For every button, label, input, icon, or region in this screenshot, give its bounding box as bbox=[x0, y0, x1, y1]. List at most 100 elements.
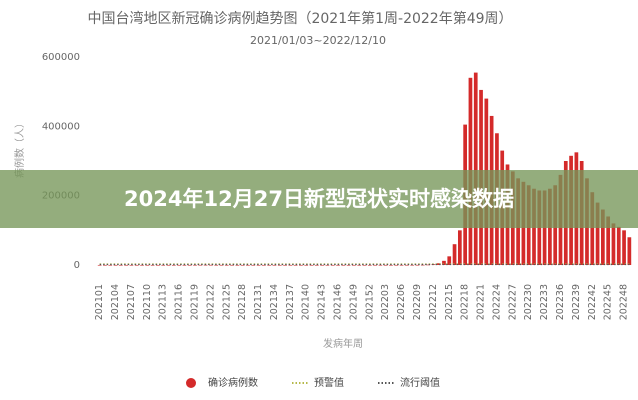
x-tick-label: 202221 bbox=[476, 284, 487, 320]
bar bbox=[357, 264, 362, 266]
y-axis-label: 病例数（人） bbox=[13, 118, 26, 178]
x-tick-label: 202203 bbox=[380, 284, 391, 320]
x-tick-label: 202140 bbox=[301, 284, 312, 320]
x-tick-label: 202137 bbox=[285, 284, 296, 320]
bar bbox=[150, 264, 155, 266]
bar bbox=[314, 264, 319, 266]
bar bbox=[161, 264, 166, 266]
bar bbox=[611, 223, 616, 265]
x-tick-label: 202113 bbox=[158, 284, 169, 320]
bar bbox=[410, 264, 415, 266]
x-tick-label: 202104 bbox=[110, 284, 121, 320]
y-tick-label: 600000 bbox=[42, 52, 80, 63]
bar bbox=[97, 264, 102, 266]
bar bbox=[230, 264, 234, 266]
bar bbox=[198, 264, 203, 266]
x-tick-label: 202218 bbox=[460, 284, 471, 320]
legend-label: 确诊病例数 bbox=[208, 376, 258, 389]
x-tick-label: 202236 bbox=[555, 284, 566, 320]
bar bbox=[383, 264, 388, 266]
x-tick-label: 202119 bbox=[189, 284, 200, 320]
bar bbox=[129, 264, 134, 266]
bar bbox=[394, 264, 399, 266]
bar bbox=[420, 264, 425, 266]
bar bbox=[330, 264, 335, 266]
bar bbox=[447, 256, 452, 265]
x-tick-label: 202110 bbox=[142, 284, 153, 320]
overlay-title: 2024年12月27日新型冠状实时感染数据 bbox=[124, 187, 514, 211]
bar bbox=[113, 264, 118, 266]
bar bbox=[166, 264, 171, 266]
bar bbox=[436, 263, 441, 265]
y-tick-label: 0 bbox=[74, 260, 80, 271]
bar bbox=[193, 264, 197, 266]
bar bbox=[235, 264, 240, 266]
bar bbox=[362, 264, 367, 266]
x-tick-label: 202209 bbox=[412, 284, 423, 320]
legend-label: 预警值 bbox=[314, 376, 344, 389]
bar bbox=[108, 264, 113, 266]
bar bbox=[272, 264, 277, 266]
x-tick-label: 202248 bbox=[619, 284, 630, 320]
x-tick-label: 202242 bbox=[587, 284, 598, 320]
bar bbox=[267, 264, 272, 266]
bar bbox=[177, 264, 181, 266]
x-tick-label: 202125 bbox=[221, 284, 232, 320]
x-tick-label: 202128 bbox=[237, 284, 248, 320]
x-tick-label: 202134 bbox=[269, 284, 280, 320]
bar bbox=[627, 237, 632, 265]
bar bbox=[171, 264, 176, 266]
chart-subtitle: 2021/01/03~2022/12/10 bbox=[250, 34, 386, 47]
x-tick-label: 202101 bbox=[94, 284, 105, 320]
bar bbox=[209, 264, 213, 266]
bar bbox=[256, 264, 261, 266]
bar bbox=[590, 192, 595, 265]
x-tick-label: 202116 bbox=[174, 284, 185, 320]
bar bbox=[299, 264, 303, 266]
bar bbox=[367, 264, 372, 266]
bar bbox=[262, 264, 266, 266]
bar bbox=[595, 202, 600, 265]
bar bbox=[277, 264, 282, 266]
bar bbox=[616, 226, 621, 265]
bar bbox=[182, 264, 187, 266]
bar bbox=[473, 72, 478, 265]
x-tick-label: 202206 bbox=[396, 284, 407, 320]
bar bbox=[389, 264, 393, 266]
bar bbox=[415, 264, 420, 266]
bar bbox=[251, 264, 256, 266]
x-tick-label: 202107 bbox=[126, 284, 137, 320]
x-tick-label: 202239 bbox=[571, 284, 582, 320]
x-tick-label: 202233 bbox=[539, 284, 550, 320]
bar bbox=[606, 216, 611, 265]
x-tick-label: 202245 bbox=[603, 284, 614, 320]
bar bbox=[124, 264, 128, 266]
bar bbox=[145, 264, 150, 266]
bar bbox=[373, 264, 377, 266]
bar bbox=[452, 244, 457, 265]
bar bbox=[293, 264, 298, 266]
x-tick-label: 202131 bbox=[253, 284, 264, 320]
bar bbox=[203, 264, 208, 266]
bar bbox=[325, 264, 330, 266]
bar bbox=[103, 264, 107, 266]
bar bbox=[240, 264, 245, 266]
x-tick-label: 202149 bbox=[348, 284, 359, 320]
bar bbox=[346, 264, 351, 266]
legend: 确诊病例数 预警值 流行阈值 bbox=[186, 376, 440, 389]
x-tick-label: 202152 bbox=[364, 284, 375, 320]
bar bbox=[304, 264, 309, 266]
x-tick-label: 202122 bbox=[205, 284, 216, 320]
bar bbox=[622, 230, 626, 265]
x-tick-label: 202146 bbox=[333, 284, 344, 320]
bar bbox=[399, 264, 404, 266]
overlay-banner bbox=[0, 170, 638, 228]
bar bbox=[442, 260, 446, 265]
bar bbox=[246, 264, 250, 266]
bar bbox=[140, 264, 144, 266]
y-tick-label: 400000 bbox=[42, 121, 80, 132]
x-axis-label: 发病年周 bbox=[323, 337, 363, 350]
x-tick-label: 202215 bbox=[444, 284, 455, 320]
bar bbox=[214, 264, 219, 266]
